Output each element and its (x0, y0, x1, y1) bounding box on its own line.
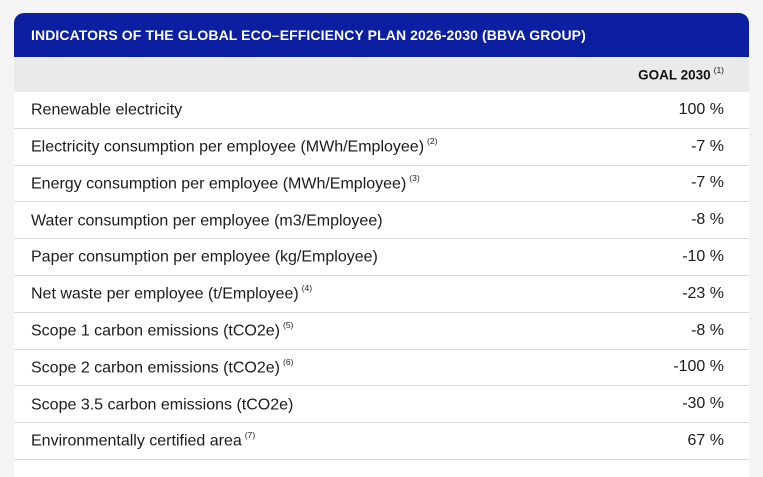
goal-cell: -8 % (691, 211, 724, 229)
table-row: Environmentally certified area (7) 67 % (14, 423, 749, 460)
indicator-cell: Renewable electricity (31, 100, 185, 119)
indicator-label: Net waste per employee (t/Employee) (31, 285, 299, 303)
indicator-label: Electricity consumption per employee (MW… (31, 138, 425, 156)
goal-cell: 100 % (678, 100, 724, 118)
table-title-text: INDICATORS OF THE GLOBAL ECO–EFFICIENCY … (31, 27, 586, 43)
indicator-cell: Energy consumption per employee (MWh/Emp… (31, 172, 420, 193)
indicator-cell: Water consumption per employee (m3/Emplo… (31, 211, 386, 230)
table-row: Renewable electricity 100 % (14, 92, 749, 129)
indicator-label: Paper consumption per employee (kg/Emplo… (31, 248, 378, 266)
table-row: Water consumption per employee (m3/Emplo… (14, 202, 749, 240)
table-title: INDICATORS OF THE GLOBAL ECO–EFFICIENCY … (14, 13, 749, 57)
indicator-cell: Electricity consumption per employee (MW… (31, 136, 438, 156)
goal-cell: -8 % (691, 321, 724, 339)
table-row: Scope 3.5 carbon emissions (tCO2e) -30 % (14, 386, 749, 424)
indicator-label: Environmentally certified area (31, 432, 242, 450)
goal-column-label: GOAL 2030 (638, 67, 711, 83)
goal-cell: -7 % (691, 174, 724, 192)
table-row: Paper consumption per employee (kg/Emplo… (14, 239, 749, 276)
goal-cell: -23 % (682, 284, 724, 302)
footnote-marker: (4) (301, 283, 313, 294)
footnote-marker: (5) (283, 320, 294, 331)
footnote-marker: (6) (283, 356, 294, 367)
footnote-marker: (7) (244, 430, 256, 441)
indicators-table: INDICATORS OF THE GLOBAL ECO–EFFICIENCY … (14, 13, 749, 477)
table-row: Energy consumption per employee (MWh/Emp… (14, 166, 749, 203)
indicator-cell: Scope 1 carbon emissions (tCO2e) (5) (31, 320, 294, 340)
goal-column-header: GOAL 2030 (1) (638, 65, 724, 83)
goal-cell: -10 % (682, 248, 724, 266)
indicator-label: Renewable electricity (31, 101, 183, 119)
indicator-label: Water consumption per employee (m3/Emplo… (31, 211, 383, 229)
footnote-marker: (2) (427, 136, 438, 147)
goal-cell: -30 % (682, 395, 724, 413)
goal-cell: 67 % (687, 432, 724, 450)
table-row: Net waste per employee (t/Employee) (4) -… (14, 276, 749, 313)
indicator-label: Scope 1 carbon emissions (tCO2e) (31, 322, 280, 340)
goal-cell: -100 % (673, 358, 724, 376)
table-row: Scope 1 carbon emissions (tCO2e) (5) -8 % (14, 313, 749, 350)
indicator-cell: Paper consumption per employee (kg/Emplo… (31, 247, 381, 266)
indicator-label: Scope 2 carbon emissions (tCO2e) (31, 359, 280, 377)
indicator-label: Scope 3.5 carbon emissions (tCO2e) (31, 395, 294, 413)
table-row: Scope 2 carbon emissions (tCO2e) (6) -100… (14, 350, 749, 387)
table-row: Electricity consumption per employee (MW… (14, 129, 749, 166)
column-header-row: GOAL 2030 (1) (14, 57, 749, 92)
goal-cell: -7 % (691, 137, 724, 155)
indicator-cell: Environmentally certified area (7) (31, 430, 256, 450)
indicator-cell: Net waste per employee (t/Employee) (4) (31, 283, 313, 303)
indicator-label: Energy consumption per employee (MWh/Emp… (31, 175, 407, 193)
footnote-marker: (3) (409, 172, 420, 183)
goal-column-note: (1) (713, 65, 724, 76)
indicator-cell: Scope 3.5 carbon emissions (tCO2e) (31, 395, 296, 414)
indicator-cell: Scope 2 carbon emissions (tCO2e) (6) (31, 356, 294, 377)
